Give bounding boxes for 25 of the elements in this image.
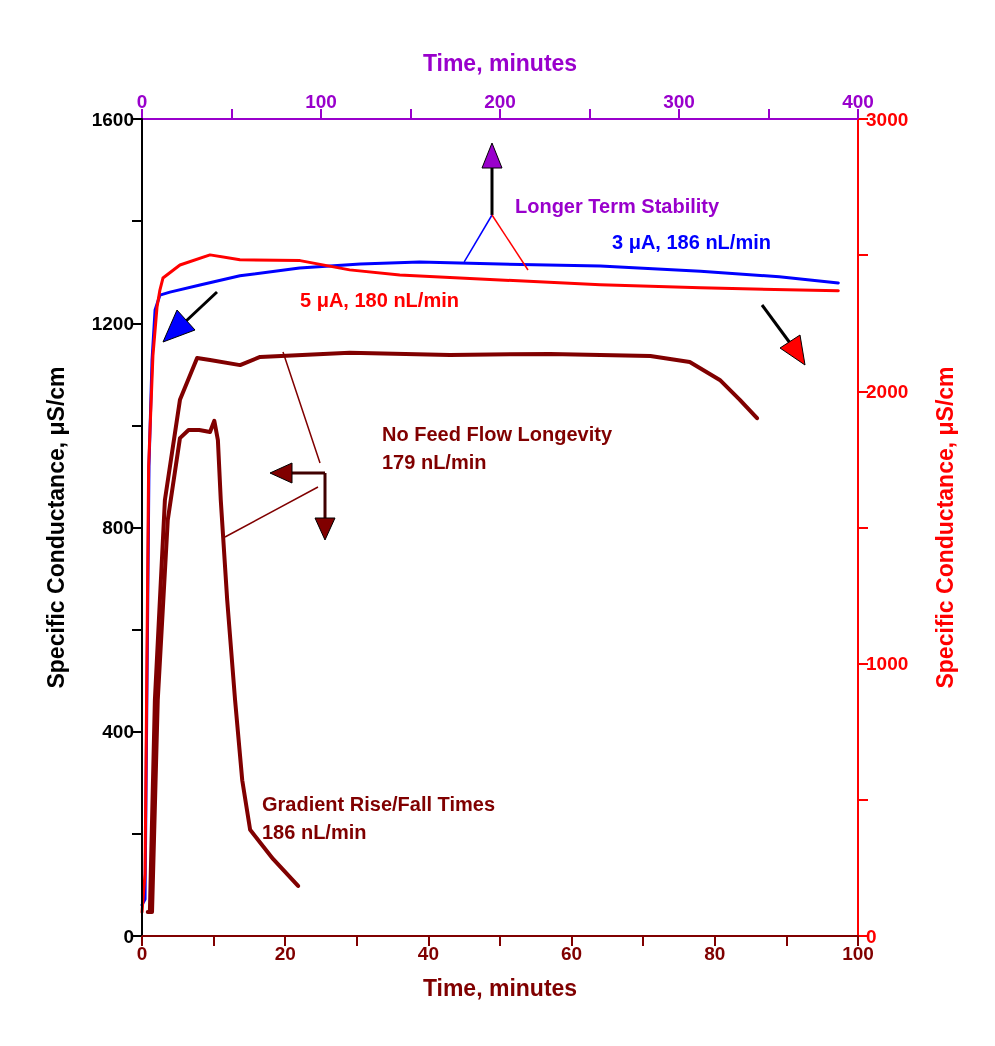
annotation: Longer Term Stability bbox=[515, 195, 720, 217]
x-tick-label: 80 bbox=[704, 943, 726, 964]
y-axis-title: Specific Conductance, μS/cm bbox=[42, 366, 69, 689]
y2-tick-label: 2000 bbox=[866, 380, 909, 402]
x-tick-label: 40 bbox=[417, 943, 439, 964]
y-tick-label: 1600 bbox=[91, 108, 134, 130]
y-tick-label: 0 bbox=[123, 925, 134, 947]
series-label: 3 μA, 186 nL/min bbox=[612, 231, 771, 253]
x-axis-title: Time, minutes bbox=[422, 974, 578, 1001]
x-tick-label: 60 bbox=[561, 943, 583, 964]
x-tick-label: 300 bbox=[663, 91, 695, 112]
x-tick-label: 100 bbox=[305, 91, 337, 112]
annotation: No Feed Flow Longevity 179 nL/min bbox=[382, 423, 613, 473]
x-tick-label: 200 bbox=[484, 91, 516, 112]
annotation: Gradient Rise/Fall Times 186 nL/min bbox=[262, 793, 496, 843]
y2-tick-label: 1000 bbox=[866, 653, 909, 675]
x-tick-label: 0 bbox=[136, 943, 148, 964]
y-tick-label: 800 bbox=[102, 517, 134, 538]
x-tick-label: 0 bbox=[136, 91, 148, 112]
y-tick-label: 1200 bbox=[91, 312, 134, 334]
series-label: 5 μA, 180 nL/min bbox=[300, 289, 459, 311]
y2-axis-title: Specific Conductance, μS/cm bbox=[931, 366, 958, 689]
x-axis-title: Time, minutes bbox=[422, 49, 578, 76]
y-tick-label: 400 bbox=[102, 721, 134, 743]
x-tick-label: 20 bbox=[274, 943, 296, 964]
